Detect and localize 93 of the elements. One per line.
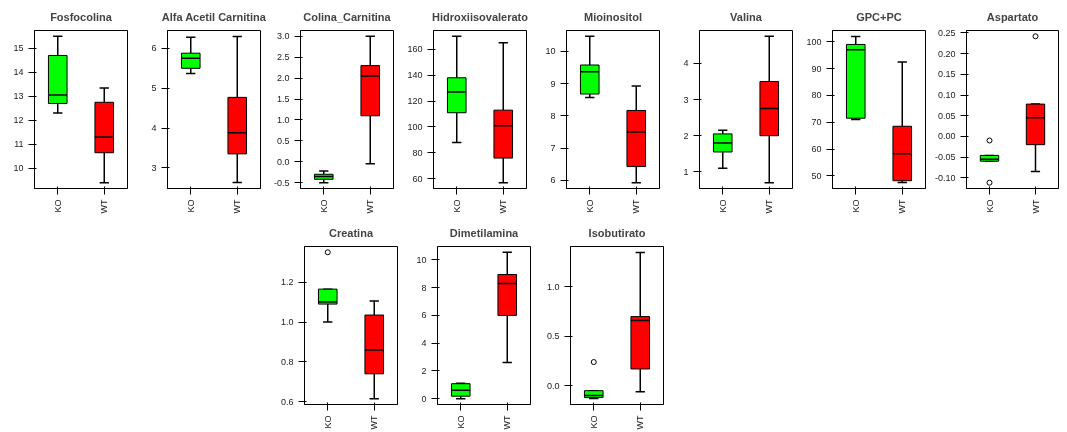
y-tick-label: 0.10: [937, 90, 956, 101]
y-tick-label: -0.5: [273, 177, 290, 188]
y-tick-label: 14: [13, 67, 24, 78]
y-tick-label: 0.25: [937, 27, 956, 38]
y-tick-label: 10: [416, 254, 427, 265]
y-tick-label: -0.10: [934, 172, 956, 183]
y-tick-label: 11: [14, 139, 24, 150]
x-tick-label: KO: [984, 199, 995, 213]
y-tick-label: 140: [407, 70, 423, 81]
y-tick-label: 8: [421, 282, 427, 293]
y-tick-label: 6: [151, 43, 157, 54]
x-tick-label: KO: [717, 199, 728, 213]
y-tick-label: 2.5: [276, 52, 290, 63]
y-tick-label: -0.05: [934, 152, 956, 163]
x-tick-label: WT: [232, 199, 243, 214]
x-tick-label: KO: [52, 199, 63, 213]
chart-title: Isobutirato: [588, 226, 646, 239]
x-tick-label: WT: [635, 415, 646, 430]
x-tick-label: KO: [850, 199, 861, 213]
x-tick-label: KO: [588, 415, 599, 429]
y-tick-label: 5: [151, 83, 157, 94]
x-tick-label: WT: [1030, 199, 1041, 214]
x-tick-label: WT: [498, 199, 509, 214]
y-tick-label: 1.5: [276, 94, 290, 105]
y-tick-label: 9: [550, 78, 556, 89]
y-tick-label: 0.00: [937, 131, 956, 142]
chart-title: Colina_Carnitina: [303, 10, 392, 23]
x-tick-label: WT: [369, 415, 380, 430]
y-tick-label: 50: [811, 170, 822, 181]
y-tick-label: 1.0: [546, 281, 560, 292]
x-tick-label: WT: [897, 199, 908, 214]
x-tick-label: KO: [322, 415, 333, 429]
y-tick-label: 12: [13, 115, 24, 126]
chart-title: GPC+PC: [856, 10, 902, 23]
y-tick-label: 1: [683, 166, 689, 177]
y-tick-label: 3: [151, 162, 157, 173]
chart-title: Valina: [730, 10, 763, 23]
y-tick-label: 0.20: [937, 48, 956, 59]
x-tick-label: KO: [584, 199, 595, 213]
y-tick-label: 60: [412, 173, 423, 184]
y-tick-label: 10: [13, 163, 24, 174]
y-tick-label: 4: [151, 123, 157, 134]
y-tick-label: 13: [13, 91, 24, 102]
y-tick-label: 8: [550, 110, 556, 121]
y-tick-label: 1.0: [276, 114, 290, 125]
x-tick-label: KO: [318, 199, 329, 213]
y-tick-label: 160: [407, 44, 423, 55]
y-tick-label: 60: [811, 144, 822, 155]
y-tick-label: 2: [683, 130, 689, 141]
x-tick-label: WT: [365, 199, 376, 214]
y-tick-label: 0.0: [276, 156, 290, 167]
y-tick-label: 2.0: [276, 73, 290, 84]
y-tick-label: 0.5: [276, 135, 290, 146]
y-tick-label: 0.15: [937, 69, 956, 80]
chart-title: Aspartato: [986, 10, 1039, 23]
y-tick-label: 100: [806, 36, 822, 47]
y-tick-label: 90: [811, 63, 822, 74]
y-tick-label: 0.6: [280, 396, 294, 407]
x-tick-label: WT: [502, 415, 513, 430]
y-tick-label: 3.0: [276, 31, 290, 42]
y-tick-label: 3: [683, 94, 689, 105]
y-tick-label: 6: [421, 310, 427, 321]
y-tick-label: 0.05: [937, 110, 956, 121]
y-tick-label: 120: [407, 96, 423, 107]
y-tick-label: 0.8: [280, 356, 294, 367]
chart-title: Creatina: [328, 226, 374, 239]
y-tick-label: 0.5: [546, 331, 560, 342]
y-tick-label: 15: [13, 43, 24, 54]
y-tick-label: 4: [683, 58, 689, 69]
y-tick-label: 1.2: [280, 277, 294, 288]
x-tick-label: KO: [451, 199, 462, 213]
y-tick-label: 6: [550, 175, 556, 186]
y-tick-label: 7: [550, 143, 556, 154]
chart-title: Hidroxiisovalerato: [432, 10, 529, 23]
x-tick-label: WT: [764, 199, 775, 214]
x-tick-label: WT: [631, 199, 642, 214]
chart-title: Mioinositol: [583, 10, 643, 23]
x-tick-label: WT: [99, 199, 110, 214]
y-tick-label: 0: [421, 393, 427, 404]
y-tick-label: 10: [545, 46, 556, 57]
y-tick-label: 70: [811, 117, 822, 128]
x-tick-label: KO: [185, 199, 196, 213]
chart-title: Fosfocolina: [50, 10, 113, 23]
y-tick-label: 1.0: [280, 317, 294, 328]
y-tick-label: 2: [421, 365, 427, 376]
y-tick-label: 0.0: [546, 380, 560, 391]
chart-title: Dimetilamina: [449, 226, 520, 239]
chart-title: Alfa Acetil Carnitina: [161, 10, 267, 23]
y-tick-label: 100: [407, 121, 423, 132]
y-tick-label: 80: [811, 90, 822, 101]
y-tick-label: 4: [421, 338, 427, 349]
x-tick-label: KO: [455, 415, 466, 429]
y-tick-label: 80: [412, 147, 423, 158]
